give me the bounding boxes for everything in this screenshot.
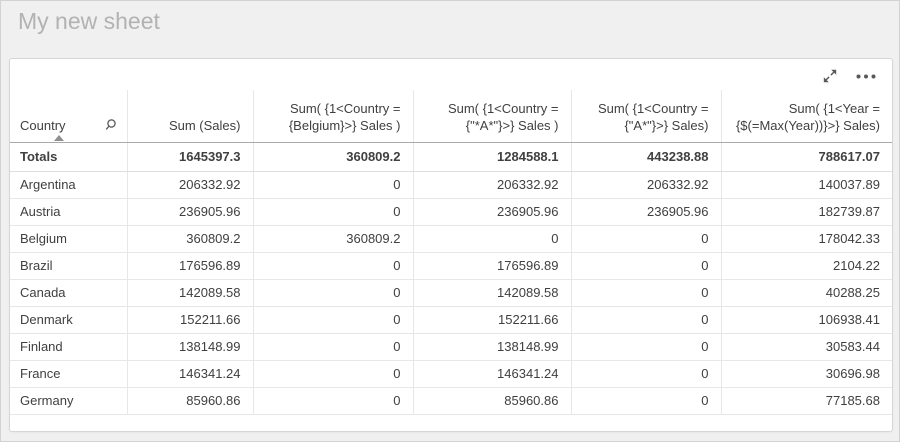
- cell-value: 140037.89: [721, 171, 892, 199]
- table-row: Denmark 152211.66 0 152211.66 0 106938.4…: [10, 306, 892, 334]
- column-label: {"A*"}>} Sales): [624, 117, 709, 133]
- cell-value: 236905.96: [571, 198, 722, 226]
- column-label: Sum( {1<Country =: [597, 100, 709, 116]
- cell-value: 85960.86: [127, 387, 254, 415]
- column-label: Country: [20, 117, 66, 133]
- sheet-title: My new sheet: [18, 8, 160, 34]
- more-options-icon[interactable]: [856, 74, 876, 79]
- cell-value: 30583.44: [721, 333, 892, 361]
- column-label: {Belgium}>} Sales ): [288, 117, 401, 133]
- cell-value: 0: [253, 279, 414, 307]
- cell-value: 206332.92: [571, 171, 722, 199]
- header-row: Country Sum (Sales): [10, 90, 892, 143]
- cell-value: 0: [253, 360, 414, 388]
- column-header-max-year[interactable]: Sum( {1<Year = {$(=Max(Year))}>} Sales): [721, 90, 892, 143]
- cell-value: 176596.89: [127, 252, 254, 280]
- column-label: Sum( {1<Year =: [788, 100, 880, 116]
- cell-value: 0: [571, 252, 722, 280]
- cell-value: 0: [571, 333, 722, 361]
- cell-value: 236905.96: [413, 198, 572, 226]
- cell-value: 0: [253, 387, 414, 415]
- table-row: France 146341.24 0 146341.24 0 30696.98: [10, 360, 892, 388]
- cell-value: 0: [253, 198, 414, 226]
- totals-value: 788617.07: [721, 142, 892, 172]
- cell-value: 0: [253, 306, 414, 334]
- cell-value: 0: [571, 387, 722, 415]
- cell-country[interactable]: Canada: [10, 279, 128, 307]
- cell-value: 178042.33: [721, 225, 892, 253]
- table-row: Canada 142089.58 0 142089.58 0 40288.25: [10, 279, 892, 307]
- cell-value: 236905.96: [127, 198, 254, 226]
- cell-country[interactable]: Brazil: [10, 252, 128, 280]
- totals-value: 443238.88: [571, 142, 722, 172]
- column-header-country[interactable]: Country: [10, 90, 128, 143]
- straight-table: Country Sum (Sales): [10, 90, 892, 415]
- cell-country[interactable]: Belgium: [10, 225, 128, 253]
- fullscreen-expand-icon[interactable]: [822, 68, 838, 84]
- totals-row: Totals 1645397.3 360809.2 1284588.1 4432…: [10, 142, 892, 172]
- cell-value: 0: [571, 279, 722, 307]
- cell-value: 360809.2: [127, 225, 254, 253]
- cell-value: 0: [253, 252, 414, 280]
- cell-value: 0: [571, 225, 722, 253]
- cell-value: 182739.87: [721, 198, 892, 226]
- table-row: Germany 85960.86 0 85960.86 0 77185.68: [10, 387, 892, 415]
- cell-value: 360809.2: [253, 225, 414, 253]
- cell-value: 142089.58: [413, 279, 572, 307]
- totals-value: 1645397.3: [127, 142, 254, 172]
- column-label: {"*A*"}>} Sales ): [465, 117, 559, 133]
- cell-value: 142089.58: [127, 279, 254, 307]
- totals-value: 1284588.1: [413, 142, 572, 172]
- cell-value: 138148.99: [413, 333, 572, 361]
- column-header-belgium-set[interactable]: Sum( {1<Country = {Belgium}>} Sales ): [253, 90, 414, 143]
- cell-value: 106938.41: [721, 306, 892, 334]
- object-toolbar: [822, 67, 876, 85]
- column-label: Sum( {1<Country =: [289, 100, 401, 116]
- cell-value: 152211.66: [127, 306, 254, 334]
- cell-value: 30696.98: [721, 360, 892, 388]
- column-label: Sum( {1<Country =: [447, 100, 559, 116]
- column-header-wildcard-contains-a[interactable]: Sum( {1<Country = {"*A*"}>} Sales ): [413, 90, 572, 143]
- cell-value: 2104.22: [721, 252, 892, 280]
- column-label: {$(=Max(Year))}>} Sales): [735, 117, 880, 133]
- cell-value: 146341.24: [127, 360, 254, 388]
- search-icon[interactable]: [104, 118, 118, 132]
- cell-country[interactable]: Germany: [10, 387, 128, 415]
- cell-value: 176596.89: [413, 252, 572, 280]
- sort-ascending-icon: [54, 134, 64, 141]
- cell-country[interactable]: France: [10, 360, 128, 388]
- cell-value: 40288.25: [721, 279, 892, 307]
- column-header-wildcard-starts-a[interactable]: Sum( {1<Country = {"A*"}>} Sales): [571, 90, 722, 143]
- totals-label: Totals: [10, 142, 128, 172]
- column-header-sum-sales[interactable]: Sum (Sales): [127, 90, 254, 143]
- totals-value: 360809.2: [253, 142, 414, 172]
- cell-value: 0: [253, 171, 414, 199]
- cell-value: 77185.68: [721, 387, 892, 415]
- table-row: Finland 138148.99 0 138148.99 0 30583.44: [10, 333, 892, 361]
- table-row: Brazil 176596.89 0 176596.89 0 2104.22: [10, 252, 892, 280]
- cell-value: 152211.66: [413, 306, 572, 334]
- cell-country[interactable]: Austria: [10, 198, 128, 226]
- table-row: Argentina 206332.92 0 206332.92 206332.9…: [10, 171, 892, 199]
- cell-value: 0: [571, 360, 722, 388]
- cell-value: 138148.99: [127, 333, 254, 361]
- cell-value: 206332.92: [413, 171, 572, 199]
- cell-value: 146341.24: [413, 360, 572, 388]
- cell-country[interactable]: Denmark: [10, 306, 128, 334]
- cell-value: 206332.92: [127, 171, 254, 199]
- cell-value: 0: [253, 333, 414, 361]
- table-row: Austria 236905.96 0 236905.96 236905.96 …: [10, 198, 892, 226]
- cell-value: 85960.86: [413, 387, 572, 415]
- cell-country[interactable]: Argentina: [10, 171, 128, 199]
- cell-country[interactable]: Finland: [10, 333, 128, 361]
- table-row: Belgium 360809.2 360809.2 0 0 178042.33: [10, 225, 892, 253]
- cell-value: 0: [571, 306, 722, 334]
- table-object-panel: Country Sum (Sales): [9, 58, 893, 432]
- column-label: Sum (Sales): [168, 117, 241, 133]
- cell-value: 0: [413, 225, 572, 253]
